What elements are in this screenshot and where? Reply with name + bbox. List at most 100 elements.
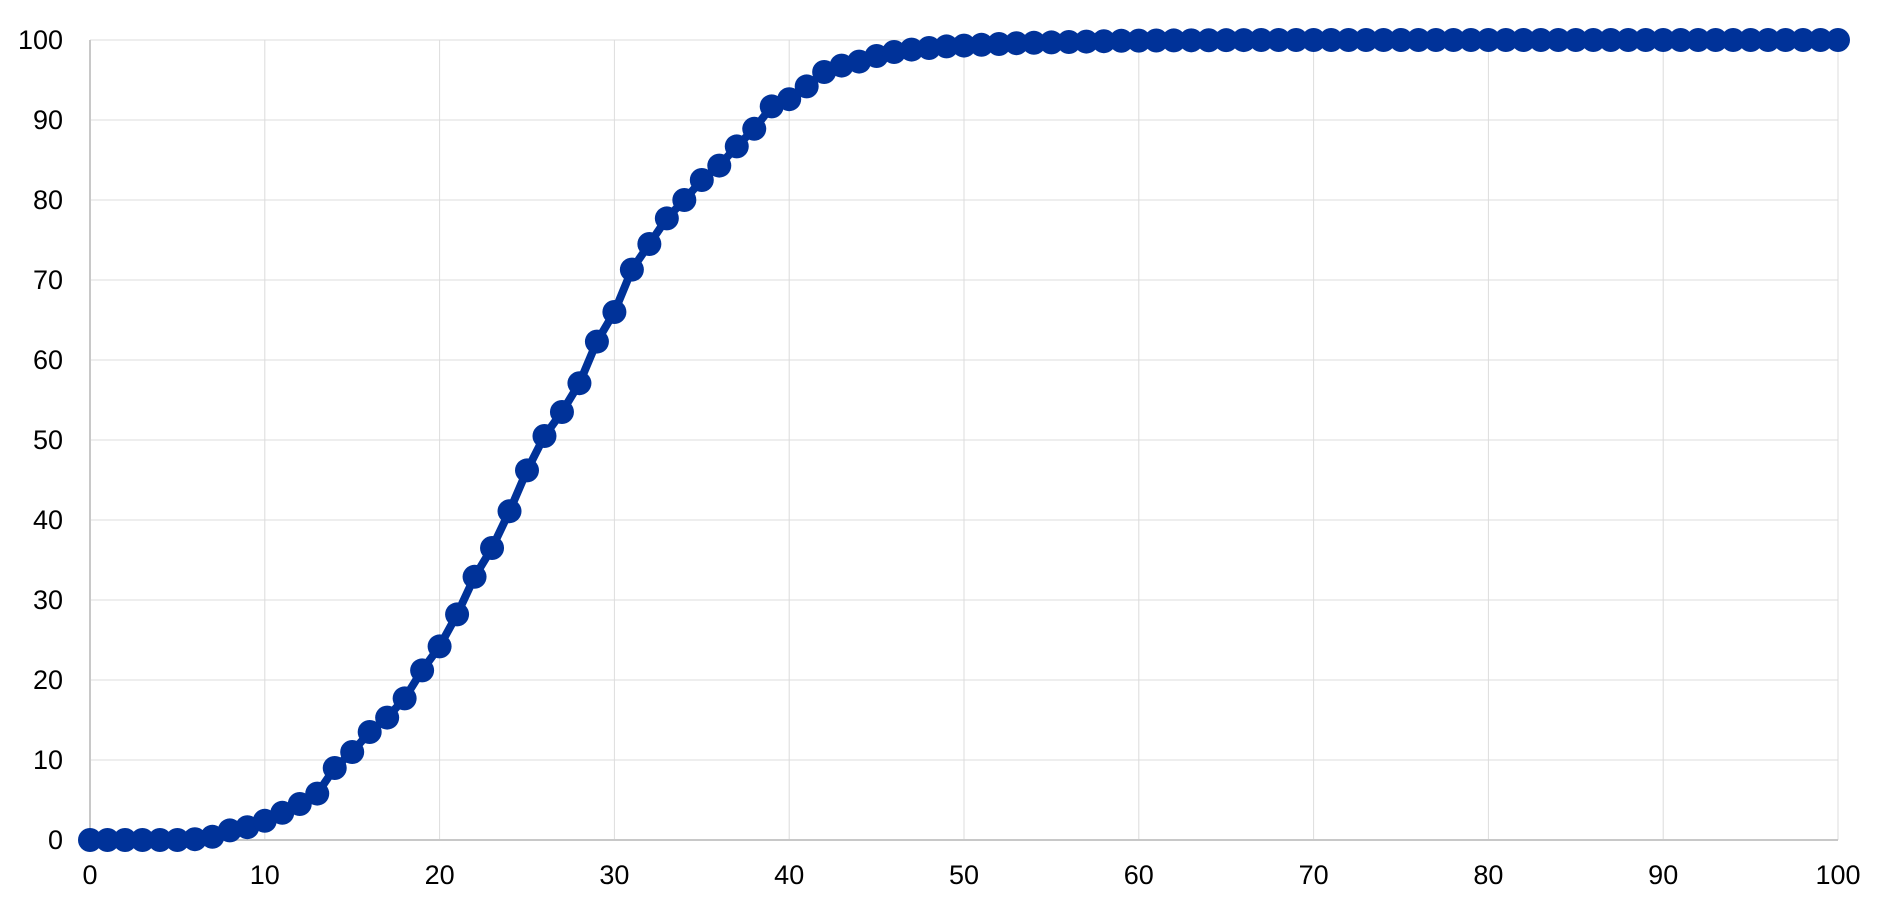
data-point-21	[445, 602, 470, 627]
axes	[89, 40, 1838, 841]
y-tick-label-100: 100	[18, 25, 63, 55]
data-point-0	[78, 828, 102, 852]
data-point-77	[1423, 28, 1448, 52]
data-point-20	[427, 634, 452, 659]
data-point-60	[1126, 28, 1151, 53]
data-point-85	[1563, 28, 1588, 52]
x-tick-label-50: 50	[949, 860, 979, 890]
data-point-5	[165, 828, 190, 852]
data-point-74	[1371, 28, 1396, 52]
data-point-69	[1284, 28, 1309, 52]
data-point-29	[584, 329, 609, 354]
x-tick-label-40: 40	[774, 860, 804, 890]
data-point-80	[1476, 28, 1501, 52]
data-point-90	[1651, 28, 1676, 52]
data-point-88	[1616, 28, 1641, 52]
data-point-47	[899, 37, 924, 62]
data-point-41	[794, 74, 819, 99]
data-point-37	[724, 134, 749, 159]
data-point-24	[497, 499, 522, 524]
data-point-78	[1441, 28, 1466, 52]
data-point-34	[672, 188, 697, 212]
data-point-58	[1091, 29, 1116, 54]
data-point-65	[1214, 28, 1239, 53]
data-point-40	[777, 87, 802, 112]
gridlines	[90, 39, 1839, 840]
data-point-93	[1703, 28, 1728, 52]
data-point-31	[619, 257, 644, 282]
data-point-68	[1266, 28, 1291, 52]
data-point-70	[1301, 28, 1326, 52]
y-tick-label-0: 0	[48, 825, 63, 855]
x-tick-label-10: 10	[250, 860, 280, 890]
data-point-12	[287, 792, 312, 816]
data-point-99	[1808, 28, 1833, 52]
data-point-52	[986, 32, 1011, 56]
data-point-13	[305, 781, 330, 806]
y-tick-label-40: 40	[33, 505, 63, 535]
data-point-67	[1249, 28, 1274, 52]
data-point-59	[1109, 28, 1134, 53]
data-point-1	[95, 828, 120, 852]
data-point-26	[532, 424, 557, 448]
y-axis-tick-labels: 0 10 20 30 40 50 60 70 80 90 100	[18, 25, 63, 855]
data-point-33	[654, 206, 679, 231]
data-point-32	[637, 232, 662, 256]
data-point-17	[375, 705, 400, 730]
data-point-79	[1458, 28, 1483, 52]
x-tick-label-100: 100	[1815, 860, 1860, 890]
data-point-51	[969, 32, 994, 57]
data-point-14	[322, 756, 347, 780]
y-tick-label-90: 90	[33, 105, 63, 135]
x-tick-label-0: 0	[82, 860, 97, 890]
y-tick-label-60: 60	[33, 345, 63, 375]
data-point-73	[1354, 28, 1379, 52]
data-point-76	[1406, 28, 1431, 52]
data-point-56	[1056, 30, 1081, 54]
data-point-2	[112, 828, 137, 852]
x-tick-label-30: 30	[599, 860, 629, 890]
data-point-28	[567, 371, 592, 396]
data-point-87	[1598, 28, 1623, 52]
data-point-81	[1493, 28, 1518, 52]
data-point-25	[515, 458, 539, 483]
data-point-89	[1633, 28, 1658, 52]
data-point-66	[1231, 28, 1256, 53]
data-point-27	[549, 400, 574, 424]
y-tick-label-80: 80	[33, 185, 63, 215]
data-point-96	[1756, 28, 1781, 52]
y-tick-label-50: 50	[33, 425, 63, 455]
data-point-100	[1826, 28, 1850, 52]
x-tick-label-20: 20	[425, 860, 455, 890]
data-point-6	[182, 827, 207, 852]
data-point-36	[707, 153, 732, 178]
data-point-38	[742, 116, 767, 141]
data-point-30	[602, 300, 627, 324]
data-point-98	[1791, 28, 1816, 52]
data-point-53	[1004, 31, 1029, 56]
data-series	[78, 28, 1850, 852]
data-point-84	[1546, 28, 1571, 52]
x-tick-label-70: 70	[1299, 860, 1329, 890]
data-point-48	[917, 36, 942, 60]
data-point-15	[340, 740, 365, 764]
data-point-16	[357, 720, 382, 744]
data-point-4	[147, 828, 172, 852]
data-point-19	[410, 658, 435, 683]
data-point-86	[1581, 28, 1606, 52]
data-point-18	[392, 686, 417, 711]
data-point-64	[1196, 28, 1221, 53]
x-tick-label-60: 60	[1124, 860, 1154, 890]
data-point-72	[1336, 28, 1361, 52]
x-axis-tick-labels: 0 10 20 30 40 50 60 70 80 90 100	[82, 860, 1860, 890]
data-point-71	[1319, 28, 1344, 52]
data-point-22	[462, 564, 487, 589]
data-point-97	[1773, 28, 1798, 52]
data-point-94	[1721, 28, 1746, 52]
data-point-23	[480, 536, 505, 560]
y-tick-label-10: 10	[33, 745, 63, 775]
data-point-75	[1389, 28, 1413, 52]
data-point-82	[1511, 28, 1536, 52]
